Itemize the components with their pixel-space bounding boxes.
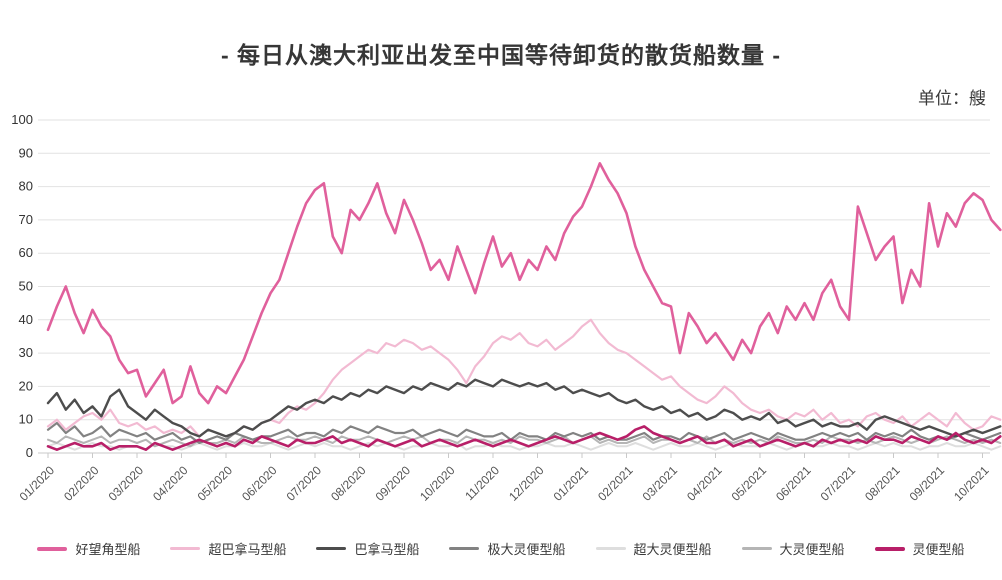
series-line-4 <box>46 421 1002 445</box>
legend-item-3: 巴拿马型船 <box>316 539 419 558</box>
x-axis-tick-label: 06/2020 <box>239 463 280 504</box>
legend-line-swatch <box>741 547 772 550</box>
y-axis-tick-label: 60 <box>19 245 33 260</box>
x-axis-tick-label: 11/2020 <box>462 463 502 503</box>
x-axis-tick-label: 02/2021 <box>595 463 636 504</box>
y-axis-tick-label: 0 <box>26 445 33 460</box>
x-axis-tick-label: 05/2021 <box>729 463 770 504</box>
y-axis-tick-label: 70 <box>19 212 33 227</box>
legend-line-swatch <box>449 547 480 550</box>
x-axis-tick-label: 10/2020 <box>417 463 458 504</box>
series-line-5 <box>47 442 1002 451</box>
legend-label: 极大灵便型船 <box>487 542 566 557</box>
y-axis-tick-label: 30 <box>19 345 33 360</box>
chart-legend: 好望角型船 超巴拿马型船 巴拿马型船 极大灵便型船 超大灵便型船 大灵便型船 灵便型船 <box>0 539 1002 558</box>
y-axis-tick-label: 20 <box>19 378 33 393</box>
x-axis-tick-label: 04/2021 <box>684 463 725 504</box>
y-axis-tick-label: 100 <box>11 112 33 127</box>
x-axis-tick-label: 12/2020 <box>506 463 547 504</box>
x-axis-tick-label: 01/2020 <box>17 463 58 504</box>
x-axis-tick-label: 02/2020 <box>61 463 102 504</box>
y-axis-tick-label: 10 <box>19 412 33 427</box>
legend-label: 超大灵便型船 <box>633 542 712 557</box>
legend-line-swatch <box>37 546 68 551</box>
x-axis-tick-label: 01/2021 <box>551 463 592 504</box>
legend-label: 好望角型船 <box>75 542 141 557</box>
legend-line-swatch <box>595 547 626 550</box>
legend-item-4: 极大灵便型船 <box>449 539 566 558</box>
legend-item-1: 好望角型船 <box>37 539 140 558</box>
x-axis-tick-label: 06/2021 <box>773 463 814 504</box>
y-axis-tick-label: 40 <box>19 312 33 327</box>
x-axis-tick-label: 07/2020 <box>284 463 325 504</box>
y-axis-tick-label: 80 <box>19 179 33 194</box>
legend-label: 超巴拿马型船 <box>208 542 287 557</box>
series-line-2 <box>46 318 1002 438</box>
legend-item-7: 灵便型船 <box>874 539 965 558</box>
series-line-7 <box>46 425 1002 452</box>
legend-label: 灵便型船 <box>912 542 965 557</box>
legend-line-swatch <box>874 546 905 551</box>
legend-line-swatch <box>170 547 201 550</box>
series-line-1 <box>46 162 1002 405</box>
x-axis-tick-label: 04/2020 <box>150 463 191 504</box>
legend-item-2: 超巴拿马型船 <box>170 539 286 558</box>
legend-label: 大灵便型船 <box>779 542 845 557</box>
x-axis-tick-label: 09/2021 <box>907 463 948 504</box>
x-axis-tick-label: 03/2021 <box>640 463 681 504</box>
legend-line-swatch <box>316 547 347 550</box>
unit-label: 单位：艘 <box>918 89 986 108</box>
legend-item-5: 超大灵便型船 <box>595 539 712 558</box>
x-axis-tick-label: 07/2021 <box>818 463 859 504</box>
y-axis-tick-label: 90 <box>19 145 33 160</box>
x-axis-tick-label: 08/2021 <box>862 463 903 504</box>
x-axis-tick-label: 08/2020 <box>328 463 369 504</box>
y-axis-tick-label: 50 <box>19 279 33 294</box>
series-line-3 <box>46 378 1002 438</box>
x-axis-tick-label: 03/2020 <box>106 463 147 504</box>
x-axis-tick-label: 05/2020 <box>195 463 236 504</box>
x-axis-tick-label: 09/2020 <box>373 463 414 504</box>
chart-title: - 每日从澳大利亚出发至中国等待卸货的散货船数量 - <box>220 42 782 68</box>
legend-label: 巴拿马型船 <box>354 542 420 557</box>
x-axis-tick-label: 10/2021 <box>951 463 992 504</box>
legend-item-6: 大灵便型船 <box>741 539 845 558</box>
